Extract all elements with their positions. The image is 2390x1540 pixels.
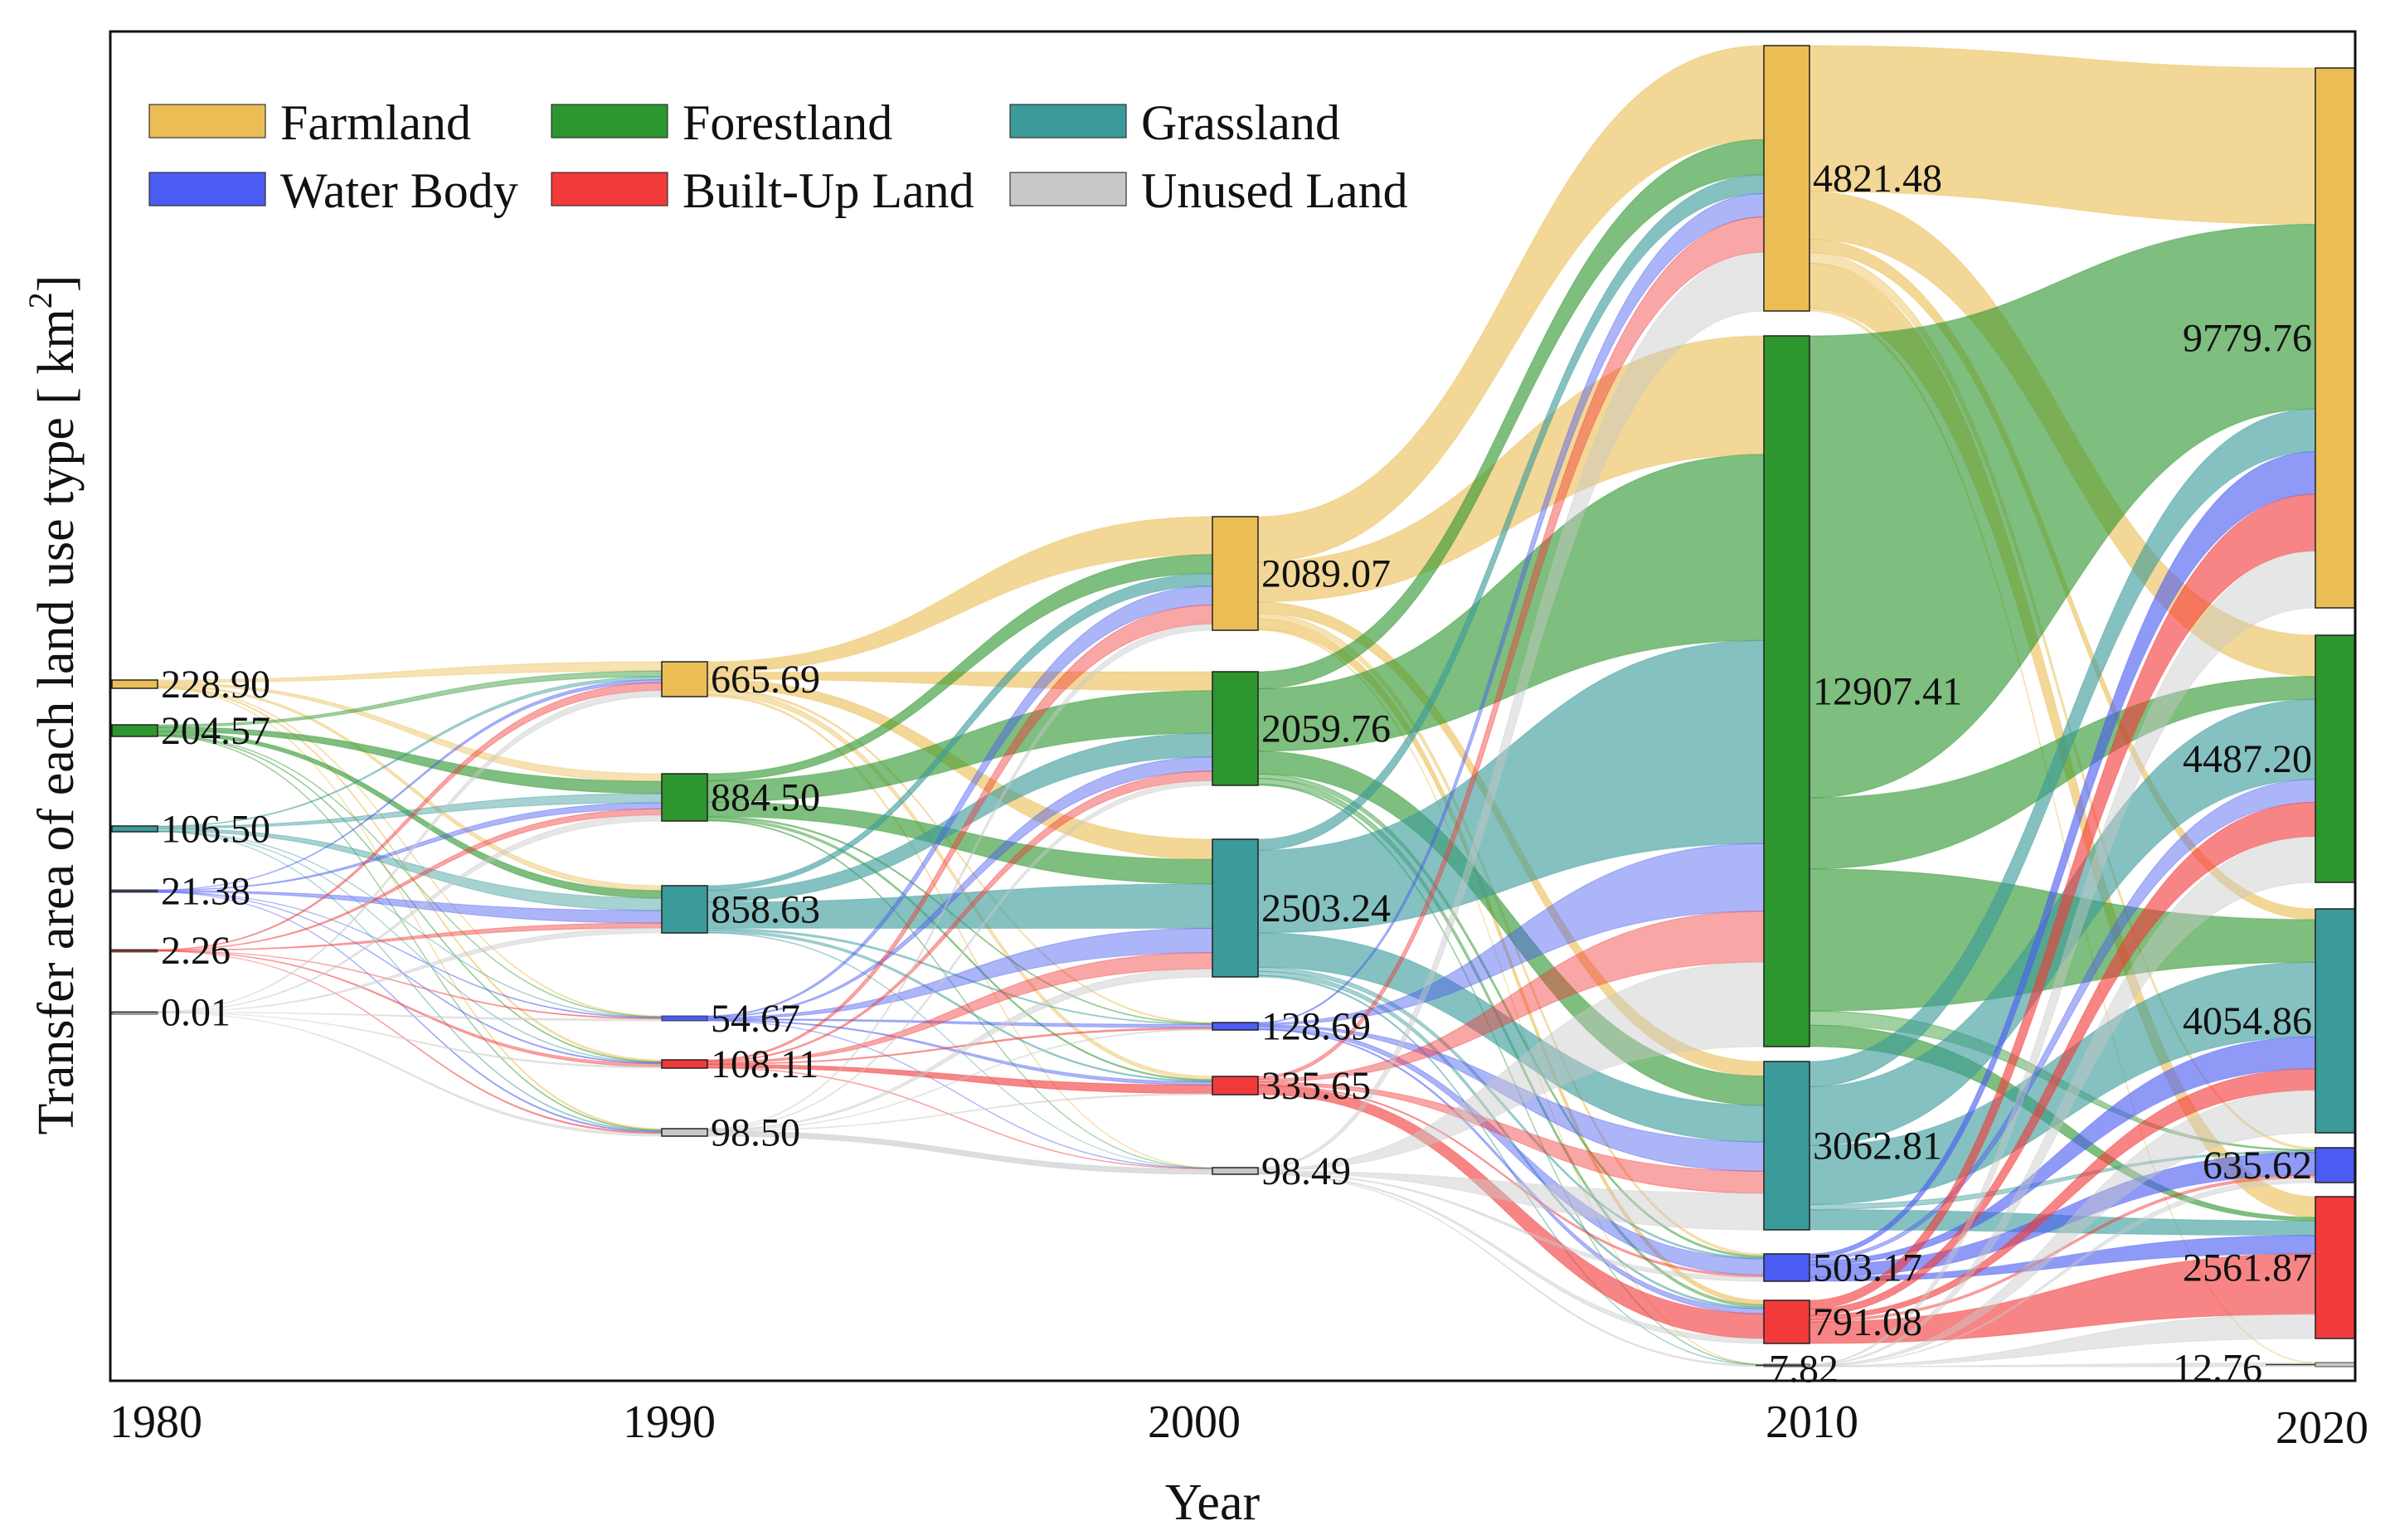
- label-grassland-2000: 2503.24: [1261, 887, 1391, 930]
- node-unused-land-2020: [2315, 1362, 2356, 1368]
- x-tick-2010: 2010: [1766, 1397, 1858, 1448]
- label-unused-land-2010: 7.82: [1769, 1348, 1839, 1392]
- node-water-body-1990: [661, 1015, 708, 1022]
- label-water-body-2010: 503.17: [1813, 1246, 1922, 1290]
- label-water-body-1990: 54.67: [711, 997, 800, 1041]
- x-axis-ticks: 1980 1990 2000 2010 2020: [109, 1397, 2368, 1454]
- flow-unused-land-to-unused-land-1980-1990: [157, 1012, 663, 1137]
- node-forestland-1980: [111, 724, 158, 737]
- label-forestland-2000: 2059.76: [1261, 707, 1391, 751]
- legend-label-forestland: Forestland: [683, 95, 892, 150]
- legend-swatch-forestland: [551, 104, 668, 138]
- node-farmland-2020: [2315, 67, 2356, 609]
- node-farmland-1990: [661, 661, 708, 697]
- label-farmland-2010: 4821.48: [1813, 157, 1942, 201]
- label-farmland-1980: 228.90: [161, 663, 270, 707]
- legend-label-water-body: Water Body: [280, 163, 518, 218]
- label-unused-land-1980: 0.01: [161, 991, 231, 1035]
- label-unused-land-2020: 12.76: [2173, 1347, 2262, 1391]
- node-water-body-2020: [2315, 1147, 2356, 1183]
- y-axis-title: Transfer area of each land use type [ km…: [22, 275, 85, 1135]
- node-built-up-land-2000: [1212, 1076, 1259, 1095]
- label-water-body-2020: 635.62: [2203, 1144, 2312, 1188]
- node-grassland-1980: [111, 825, 158, 833]
- legend-swatch-built-up-land: [551, 172, 668, 206]
- node-built-up-land-2020: [2315, 1196, 2356, 1339]
- node-grassland-1990: [661, 885, 708, 934]
- node-forestland-2000: [1212, 671, 1259, 786]
- node-forestland-2020: [2315, 634, 2356, 883]
- flow-layer: [157, 45, 2316, 1368]
- label-grassland-2010: 3062.81: [1813, 1125, 1942, 1168]
- y-axis-title-superscript: 2: [22, 292, 59, 308]
- node-unused-land-2000: [1212, 1167, 1259, 1175]
- node-forestland-2010: [1763, 335, 1810, 1047]
- node-forestland-1990: [661, 773, 708, 822]
- label-built-up-land-2000: 335.65: [1261, 1064, 1371, 1108]
- node-farmland-1980: [111, 679, 158, 689]
- plot-frame: [109, 30, 2357, 1382]
- y-axis-title-close: ]: [28, 275, 85, 293]
- node-unused-land-1990: [661, 1128, 708, 1137]
- node-water-body-2010: [1763, 1253, 1810, 1282]
- label-farmland-1990: 665.69: [711, 658, 820, 702]
- node-farmland-2000: [1212, 516, 1259, 631]
- flow-unused-land-to-unused-land-2000-2010: [1257, 1173, 1765, 1368]
- label-water-body-1980: 21.38: [161, 870, 250, 914]
- label-forestland-1990: 884.50: [711, 776, 820, 820]
- legend-label-built-up-land: Built-Up Land: [683, 163, 974, 218]
- label-farmland-2000: 2089.07: [1261, 552, 1391, 596]
- legend-label-unused-land: Unused Land: [1141, 163, 1408, 218]
- label-built-up-land-1990: 108.11: [711, 1042, 819, 1086]
- label-farmland-2020: 9779.76: [2183, 317, 2312, 361]
- label-grassland-1980: 106.50: [161, 808, 270, 852]
- node-grassland-2020: [2315, 908, 2356, 1134]
- label-built-up-land-2020: 2561.87: [2183, 1246, 2312, 1290]
- legend-swatch-grassland: [1009, 104, 1127, 138]
- label-water-body-2000: 128.69: [1261, 1005, 1371, 1049]
- node-farmland-2010: [1763, 45, 1810, 312]
- label-forestland-2010: 12907.41: [1813, 670, 1962, 714]
- node-built-up-land-2010: [1763, 1300, 1810, 1344]
- x-tick-2000: 2000: [1148, 1397, 1241, 1448]
- label-built-up-land-2010: 791.08: [1813, 1300, 1922, 1344]
- x-tick-1990: 1990: [623, 1397, 716, 1448]
- label-unused-land-2000: 98.49: [1261, 1149, 1351, 1193]
- node-grassland-2010: [1763, 1061, 1810, 1231]
- legend-swatch-farmland: [148, 104, 266, 138]
- legend: Farmland Forestland Grassland Water Body Bui…: [148, 95, 1408, 218]
- legend-label-grassland: Grassland: [1141, 95, 1340, 150]
- node-water-body-2000: [1212, 1022, 1259, 1031]
- node-grassland-2000: [1212, 838, 1259, 978]
- x-tick-1980: 1980: [109, 1397, 202, 1448]
- label-grassland-1990: 858.63: [711, 888, 820, 932]
- x-axis-title: Year: [1165, 1474, 1261, 1531]
- legend-swatch-unused-land: [1009, 172, 1127, 206]
- label-grassland-2020: 4054.86: [2183, 999, 2312, 1043]
- label-forestland-2020: 4487.20: [2183, 737, 2312, 781]
- label-built-up-land-1980: 2.26: [161, 929, 231, 973]
- label-unused-land-1990: 98.50: [711, 1111, 800, 1155]
- y-axis-title-text: Transfer area of each land use type [ km: [28, 308, 85, 1134]
- x-tick-2020: 2020: [2276, 1402, 2368, 1454]
- node-built-up-land-1990: [661, 1059, 708, 1069]
- flow-forestland-to-farmland-2010-2020: [1809, 223, 2316, 799]
- legend-label-farmland: Farmland: [280, 95, 471, 150]
- label-forestland-1980: 204.57: [161, 709, 270, 753]
- legend-swatch-water-body: [148, 172, 266, 206]
